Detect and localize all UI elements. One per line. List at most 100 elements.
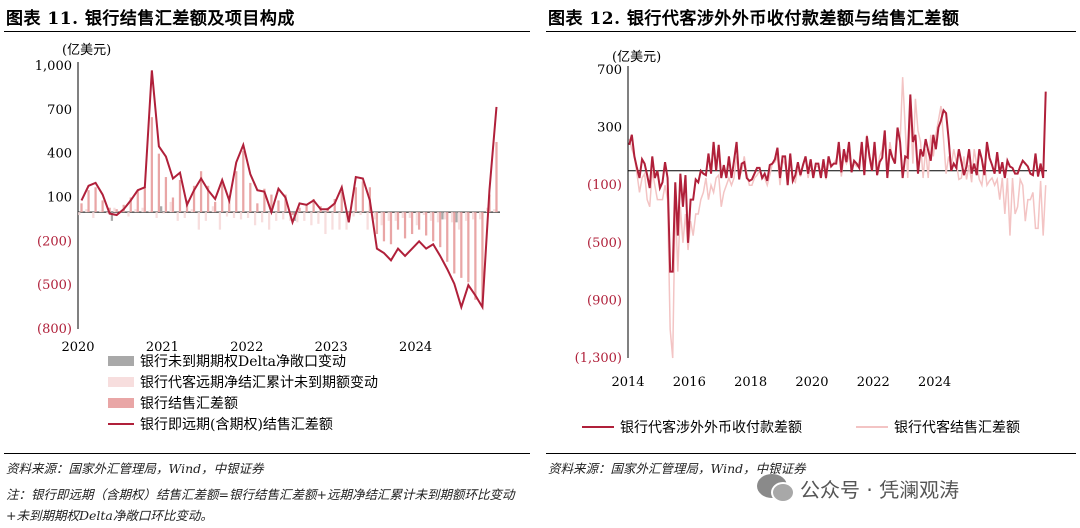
left-bar: [101, 200, 104, 213]
left-legend-label: 银行结售汇差额: [140, 396, 238, 412]
wechat-icon: [757, 474, 795, 503]
left-bar: [495, 141, 498, 213]
left-bar: [246, 212, 250, 218]
right-x-tick-label: 2024: [918, 375, 951, 390]
left-bar: [317, 212, 320, 224]
left-bar: [275, 212, 278, 221]
left-bar: [178, 179, 182, 213]
left-bar: [450, 212, 454, 223]
left-bar: [218, 212, 222, 230]
left-bar: [310, 212, 313, 226]
left-bar: [85, 209, 88, 213]
left-bar: [261, 212, 264, 223]
left-bar: [108, 207, 111, 213]
left-bar: [162, 212, 165, 214]
right-bottom-rule: [546, 453, 1076, 454]
left-bar: [242, 150, 245, 213]
left-bar: [253, 212, 257, 226]
left-bar: [192, 185, 196, 213]
left-bar: [333, 198, 336, 213]
left-bar: [160, 206, 163, 213]
left-bar: [479, 212, 482, 220]
right-y-tick-label: (900): [587, 293, 622, 308]
left-bar: [221, 182, 224, 213]
left-bar: [106, 212, 109, 214]
left-bar: [94, 187, 97, 213]
left-bar: [486, 207, 489, 213]
left-legend-label: 银行未到期期权Delta净敞口变动: [140, 354, 346, 370]
left-x-tick-label: 2022: [230, 340, 263, 355]
left-bar: [422, 212, 426, 216]
right-legend-label: 银行代客结售汇差额: [894, 419, 1020, 436]
left-bar: [164, 177, 168, 213]
left-y-unit-label: (亿美元): [62, 43, 111, 58]
right-y-unit-label: (亿美元): [612, 50, 661, 65]
left-bar: [136, 190, 139, 213]
right-chart-title: 图表 12. 银行代客涉外外币收付款差额与结售汇差额: [548, 9, 960, 29]
left-bar: [99, 210, 102, 213]
left-bar: [389, 212, 393, 245]
left-bar: [467, 212, 470, 283]
left-footnote: 注：银行即远期（含期权）结售汇差额=银行结售汇差额+远期净结汇累计未到期额环比变…: [6, 487, 515, 523]
left-y-tick-label: 1,000: [35, 59, 72, 74]
left-bar: [345, 212, 348, 230]
left-bar: [268, 212, 271, 230]
right-x-tick-label: 2014: [611, 375, 644, 390]
left-bar: [148, 210, 151, 213]
left-bar: [338, 212, 341, 230]
left-y-tick-label: 700: [47, 103, 72, 118]
left-bar: [232, 212, 236, 218]
left-bar: [443, 212, 447, 220]
left-bar: [298, 207, 301, 213]
left-legend-swatch: [108, 377, 134, 387]
right-source-text: 资料来源：国家外汇管理局，Wind，中银证券: [548, 461, 806, 476]
left-bar: [176, 212, 179, 221]
left-bar: [270, 194, 273, 213]
left-bar: [225, 212, 229, 217]
left-bar: [375, 212, 379, 235]
left-chart-title: 图表 11. 银行结售汇差额及项目构成: [6, 9, 295, 29]
left-bar: [429, 212, 433, 221]
left-legend-label: 银行即远期(含期权)结售汇差额: [140, 417, 333, 433]
left-bar: [284, 194, 287, 213]
left-bar: [127, 212, 130, 217]
left-bar: [78, 212, 81, 216]
watermark-text: 公众号 · 凭澜观涛: [800, 478, 960, 502]
left-bar: [394, 212, 397, 221]
left-bar: [143, 187, 146, 213]
left-bar: [129, 197, 132, 213]
left-bar: [199, 171, 203, 213]
left-bar: [228, 197, 231, 213]
left-bar: [183, 212, 186, 218]
left-bar: [382, 212, 386, 242]
left-bar: [235, 171, 238, 213]
right-legend-label: 银行代客涉外外币收付款差额: [620, 419, 802, 436]
left-bar: [408, 212, 411, 218]
left-bar: [359, 212, 362, 216]
left-bar: [453, 212, 456, 274]
left-x-tick-label: 2023: [315, 340, 348, 355]
left-bar: [441, 212, 444, 220]
left-bar: [455, 212, 458, 223]
left-bar: [347, 212, 350, 220]
left-bar: [206, 185, 210, 213]
left-y-tick-label: (800): [37, 322, 72, 337]
left-bar: [439, 212, 442, 248]
left-legend-swatch: [108, 398, 134, 408]
left-bar: [403, 212, 407, 239]
left-bar: [239, 212, 243, 220]
right-y-tick-label: 300: [597, 121, 622, 136]
right-y-tick-label: (500): [587, 236, 622, 251]
left-bar: [436, 212, 440, 223]
left-bar: [324, 212, 327, 235]
left-bar: [352, 212, 355, 217]
left-bar: [425, 212, 428, 236]
left-legend-label: 银行代客远期净结汇累计未到期额变动: [140, 374, 378, 391]
left-bar: [396, 212, 400, 230]
left-bar: [401, 212, 404, 218]
left-bar: [474, 212, 477, 300]
left-bar: [361, 181, 364, 213]
left-bar: [141, 207, 144, 213]
left-x-tick-label: 2020: [61, 340, 94, 355]
left-bar: [493, 209, 496, 213]
